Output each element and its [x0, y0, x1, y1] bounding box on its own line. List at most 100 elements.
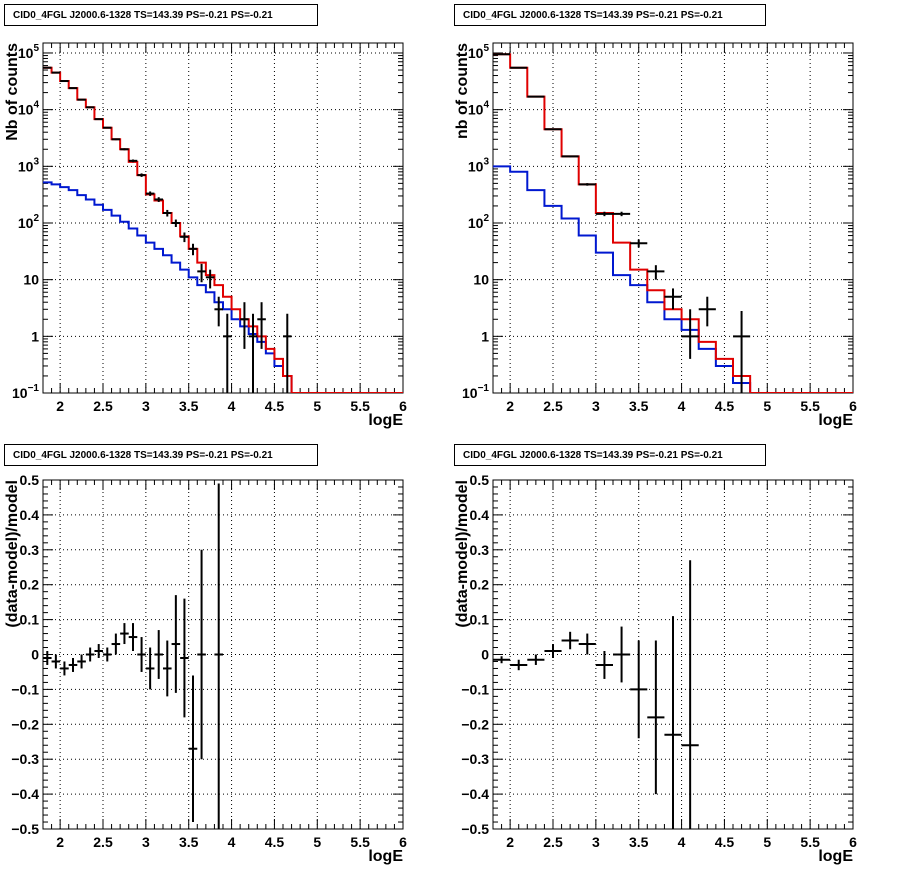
y-tick-label: 0.2: [470, 577, 490, 593]
y-tick-label: 0.3: [20, 542, 40, 558]
data-point: [681, 309, 699, 359]
data-point: [613, 211, 631, 217]
x-tick-label: 6: [399, 834, 407, 850]
chart-title: CID0_4FGL J2000.6-1328 TS=143.39 PS=-0.2…: [454, 4, 766, 26]
x-tick-label: 3: [142, 398, 150, 414]
chart-panel-3: 2 2.5 3 3.5 4 4.5 5 5.5 6 −0.5 −0.4 −0.3 −0.2 −0.1 0 0.…: [454, 472, 857, 865]
data-point: [137, 173, 146, 177]
y-tick-label: 1: [31, 328, 39, 344]
data-point: [205, 269, 215, 289]
data-point: [85, 647, 95, 662]
grid: [43, 480, 403, 829]
data-point: [664, 616, 682, 829]
x-tick-label: 5: [313, 834, 321, 850]
data-point: [163, 640, 172, 697]
x-tick-label: 5.5: [800, 834, 820, 850]
data-point: [197, 549, 206, 760]
chart-title: CID0_4FGL J2000.6-1328 TS=143.39 PS=-0.2…: [4, 4, 318, 26]
data-point: [493, 53, 511, 56]
x-tick-label: 2: [506, 398, 514, 414]
y-axis-label: Nb of counts: [4, 43, 21, 141]
tick-labels: 2 2.5 3 3.5 4 4.5 5 5.5 6 −0.5 −0.4 −0.3 −0.2 −0.1 0 0.…: [11, 472, 407, 850]
tick-labels: 2 2.5 3 3.5 4 4.5 5 5.5 6 10−1 1 10 102 103 104 105: [12, 43, 407, 414]
ticks: [492, 43, 854, 394]
x-tick-label: 6: [849, 398, 857, 414]
data-point: [544, 128, 562, 131]
data-points: [43, 66, 292, 393]
data-point: [283, 313, 292, 393]
data-point: [51, 654, 61, 669]
x-tick-label: 3: [592, 834, 600, 850]
y-tick-label: 105: [468, 43, 490, 61]
data-point: [163, 209, 172, 217]
x-tick-label: 4.5: [715, 398, 735, 414]
x-tick-label: 2.5: [543, 834, 563, 850]
data-point: [240, 302, 249, 349]
data-point: [120, 623, 129, 645]
data-point: [257, 302, 266, 349]
chart-panel-1: 2 2.5 3 3.5 4 4.5 5 5.5 6 10−1 1 10 102 103 104 105 logE…: [454, 42, 857, 429]
x-tick-label: 3.5: [179, 398, 199, 414]
data-point: [188, 675, 198, 823]
x-tick-label: 4.5: [265, 834, 285, 850]
y-tick-label: −0.2: [461, 716, 489, 732]
data-point: [733, 310, 751, 393]
chart-title: CID0_4FGL J2000.6-1328 TS=143.39 PS=-0.2…: [454, 444, 766, 466]
data-point: [544, 644, 562, 658]
plot-area: [43, 66, 403, 393]
x-axis-label: logE: [818, 848, 853, 865]
y-axis-label: nb of counts: [454, 43, 471, 139]
data-points: [493, 560, 699, 829]
data-point: [111, 138, 121, 141]
data-point: [171, 219, 181, 227]
data-point: [103, 126, 112, 129]
data-point: [180, 598, 189, 718]
plot-area: [493, 560, 699, 829]
data-point: [561, 155, 579, 158]
data-point: [214, 483, 223, 829]
grid: [43, 43, 403, 393]
data-point: [510, 66, 528, 69]
x-tick-label: 5.5: [350, 834, 370, 850]
model-component-line: [493, 165, 853, 393]
y-tick-label: 0.3: [470, 542, 490, 558]
data-point: [664, 288, 682, 310]
y-tick-label: 0: [481, 647, 489, 663]
x-tick-label: 4: [228, 398, 236, 414]
grid: [493, 43, 853, 393]
data-point: [43, 66, 52, 69]
data-point: [171, 595, 181, 693]
y-tick-label: 10: [473, 272, 489, 288]
x-tick-label: 2.5: [93, 398, 113, 414]
data-points: [493, 53, 751, 393]
data-point: [223, 313, 232, 393]
ticks: [492, 479, 854, 830]
data-point: [681, 560, 699, 829]
x-axis-label: logE: [368, 848, 403, 865]
model-total-line: [493, 53, 853, 393]
x-tick-label: 3: [142, 834, 150, 850]
x-tick-label: 2: [56, 834, 64, 850]
y-axis-label: (data-model)/model: [454, 480, 471, 628]
y-tick-label: 0: [31, 647, 39, 663]
data-point: [197, 263, 206, 283]
y-tick-label: 0.4: [20, 507, 40, 523]
data-point: [578, 183, 596, 186]
chart-panel-2: 2 2.5 3 3.5 4 4.5 5 5.5 6 −0.5 −0.4 −0.3 −0.2 −0.1 0 0.…: [4, 472, 407, 865]
data-point: [60, 661, 69, 676]
x-tick-label: 5: [763, 834, 771, 850]
y-tick-label: 1: [481, 328, 489, 344]
data-point: [128, 159, 138, 163]
y-tick-label: 105: [18, 43, 40, 61]
y-tick-label: −0.4: [461, 786, 489, 802]
x-tick-label: 2: [506, 834, 514, 850]
y-tick-label: −0.3: [11, 751, 39, 767]
y-tick-label: 103: [18, 156, 40, 174]
data-point: [595, 651, 613, 679]
tick-labels: 2 2.5 3 3.5 4 4.5 5 5.5 6 −0.5 −0.4 −0.3 −0.2 −0.1 0 0.…: [461, 472, 857, 850]
x-tick-label: 3.5: [629, 398, 649, 414]
x-tick-label: 4: [678, 398, 686, 414]
data-point: [613, 626, 631, 683]
y-axis-label: (data-model)/model: [4, 480, 21, 628]
